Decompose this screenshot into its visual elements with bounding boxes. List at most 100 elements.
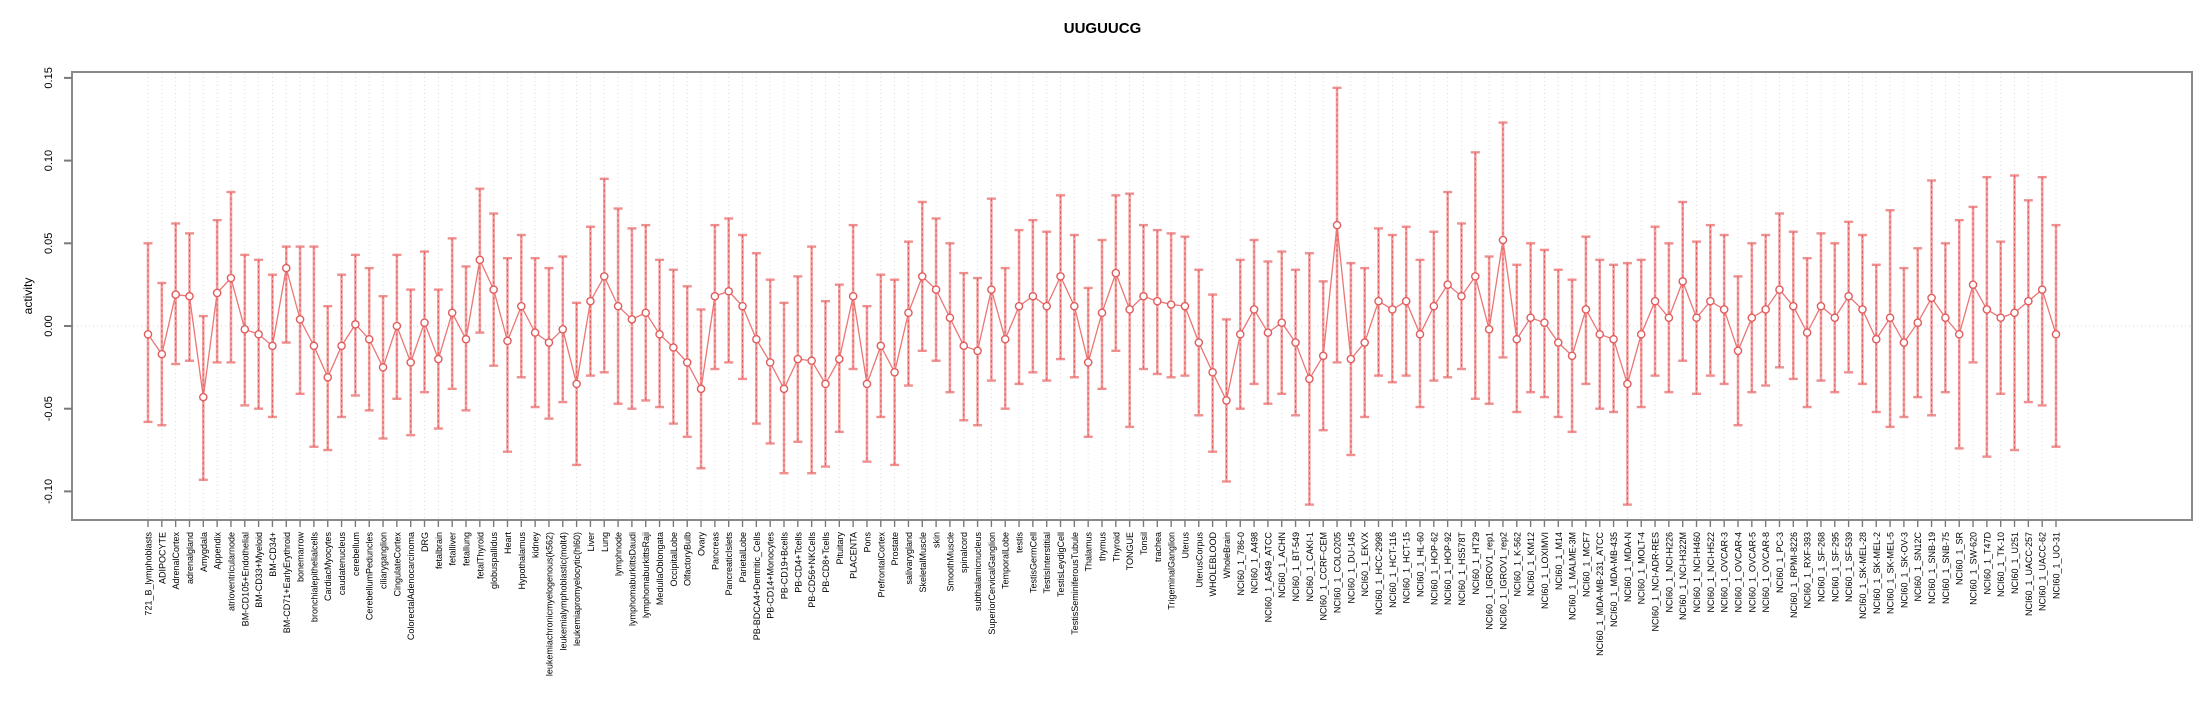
data-point-marker bbox=[1222, 396, 1231, 405]
x-tick-label: lymphomaburkittsRaji bbox=[641, 532, 651, 618]
x-tick-label: Liver bbox=[586, 532, 596, 552]
x-tick-label: subthalamicnucleus bbox=[973, 532, 983, 612]
data-point-marker bbox=[1733, 346, 1743, 356]
x-tick-label: kidney bbox=[531, 532, 541, 559]
data-point-marker bbox=[1581, 305, 1591, 314]
x-tick-label: TONGUE bbox=[1125, 532, 1135, 570]
data-point-marker bbox=[1443, 280, 1452, 289]
data-point-marker bbox=[1374, 296, 1383, 306]
data-point-marker bbox=[171, 290, 180, 299]
data-point-marker bbox=[1913, 318, 1923, 327]
data-point-marker bbox=[1623, 379, 1632, 389]
data-point-marker bbox=[1388, 305, 1397, 314]
x-tick-label: NCI60_1_HS578T bbox=[1457, 532, 1467, 606]
x-tick-label: TrigeminalGanglion bbox=[1167, 532, 1177, 610]
data-point-marker bbox=[1083, 358, 1093, 367]
x-tick-label: Thyroid bbox=[1111, 532, 1121, 562]
data-point-marker bbox=[1000, 334, 1010, 344]
data-point-marker bbox=[1526, 313, 1535, 323]
data-point-marker bbox=[1166, 300, 1176, 309]
data-point-marker bbox=[1553, 338, 1563, 347]
data-point-marker bbox=[489, 285, 498, 294]
x-tick-label: trachea bbox=[1153, 532, 1163, 562]
data-point-marker bbox=[2051, 329, 2061, 339]
data-point-marker bbox=[1457, 291, 1466, 301]
data-point-marker bbox=[351, 320, 360, 329]
x-tick-label: NCI60_1_MCF7 bbox=[1581, 532, 1591, 597]
data-point-marker bbox=[1968, 280, 1978, 289]
data-point-marker bbox=[281, 263, 291, 273]
x-tick-label: AdrenalCortex bbox=[171, 532, 181, 590]
data-point-marker bbox=[1899, 338, 1909, 347]
x-tick-label: PB-CD14+Monocytes bbox=[766, 532, 776, 619]
x-tick-label: Pons bbox=[862, 532, 872, 553]
data-point-marker bbox=[1678, 277, 1687, 286]
x-tick-label: NCI60_1_U251 bbox=[2010, 532, 2020, 594]
data-point-marker bbox=[917, 272, 927, 281]
x-tick-label: OlfactoryBulb bbox=[683, 532, 693, 586]
data-point-marker bbox=[268, 341, 277, 351]
data-point-marker bbox=[931, 285, 941, 294]
data-point-marker bbox=[1484, 325, 1494, 334]
data-point-marker bbox=[1941, 313, 1950, 323]
x-tick-label: PLACENTA bbox=[849, 532, 859, 579]
data-point-marker bbox=[1471, 272, 1480, 281]
data-point-marker bbox=[226, 273, 236, 283]
data-point-marker bbox=[1014, 301, 1024, 311]
data-point-marker bbox=[848, 291, 858, 301]
data-point-marker bbox=[475, 255, 485, 265]
data-point-marker bbox=[959, 341, 969, 351]
x-tick-label: PB-CD19+Bcells bbox=[780, 532, 790, 600]
data-point-marker bbox=[1650, 296, 1660, 306]
x-tick-label: TestisLeydigCell bbox=[1056, 532, 1066, 597]
data-point-marker bbox=[295, 315, 305, 324]
data-point-marker bbox=[2010, 308, 2019, 318]
data-point-marker bbox=[627, 315, 637, 324]
x-tick-label: NCI60_1_HOP-92 bbox=[1443, 532, 1453, 605]
data-point-marker bbox=[1747, 313, 1757, 323]
x-tick-label: NCI60_1_SN12C bbox=[1913, 532, 1923, 602]
x-tick-label: ParietalLobe bbox=[738, 532, 748, 583]
x-tick-label: NCI60_1_MOLT-4 bbox=[1637, 532, 1647, 604]
data-point-marker bbox=[945, 313, 955, 323]
y-tick-label: 0.00 bbox=[43, 315, 55, 336]
x-tick-label: NCI60_1_TK-10 bbox=[1996, 532, 2006, 597]
x-tick-label: NCI60_1_HOP-62 bbox=[1429, 532, 1439, 605]
data-point-marker bbox=[406, 358, 415, 367]
x-tick-label: TestisGermCell bbox=[1028, 532, 1038, 593]
data-point-marker bbox=[1636, 329, 1646, 339]
data-point-marker bbox=[143, 329, 153, 339]
data-point-marker bbox=[1125, 305, 1134, 314]
x-tick-label: Tonsil bbox=[1139, 532, 1149, 555]
x-tick-label: NCI60_1_SNB-19 bbox=[1927, 532, 1937, 604]
data-point-marker bbox=[185, 291, 194, 301]
data-point-marker bbox=[323, 372, 333, 382]
x-tick-label: ciliaryganglion bbox=[379, 532, 389, 589]
data-point-marker bbox=[1070, 301, 1079, 311]
data-point-marker bbox=[530, 328, 540, 337]
data-point-marker bbox=[1512, 334, 1522, 344]
data-point-marker bbox=[1277, 318, 1287, 327]
x-tick-label: NCI60_1_MDA-N bbox=[1623, 532, 1633, 602]
x-tick-label: NCI60_1_NCI-ADR-RES bbox=[1651, 532, 1661, 632]
data-point-marker bbox=[1332, 220, 1342, 230]
x-tick-label: CerebellumPeduncles bbox=[365, 532, 375, 621]
x-tick-label: NCI60_1_SK-MEL-5 bbox=[1886, 532, 1896, 614]
x-tick-label: NCI60_1_SK-OV-3 bbox=[1899, 532, 1909, 608]
x-tick-label: fetalThyroid bbox=[475, 532, 485, 579]
x-tick-label: PancreaticIslets bbox=[724, 532, 734, 596]
y-tick-label: 0.05 bbox=[43, 233, 55, 254]
x-tick-label: Amygdala bbox=[199, 532, 209, 572]
data-point-marker bbox=[199, 392, 208, 402]
y-tick-label: 0.15 bbox=[43, 67, 55, 88]
x-tick-label: 721_B_lymphoblasts bbox=[144, 532, 154, 616]
x-tick-label: NCI60_1_SF-295 bbox=[1830, 532, 1840, 602]
x-tick-label: NCI60_1_HCT-116 bbox=[1388, 532, 1398, 608]
data-point-marker bbox=[1830, 313, 1840, 323]
data-point-marker bbox=[240, 325, 250, 334]
x-tick-label: PrefrontalCortex bbox=[876, 532, 886, 598]
x-tick-label: NCI60_1_CCRF-CEM bbox=[1319, 532, 1329, 621]
x-tick-label: DRG bbox=[420, 532, 430, 552]
x-tick-label: NCI60_1_EKVX bbox=[1360, 532, 1370, 597]
